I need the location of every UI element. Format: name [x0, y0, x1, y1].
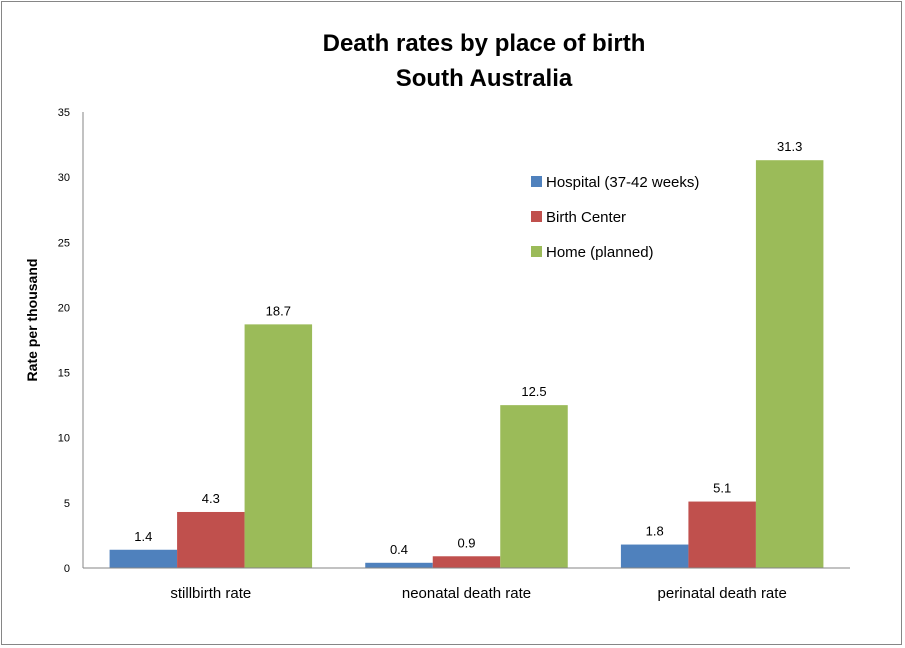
data-label: 1.8: [646, 524, 664, 539]
y-tick-label: 5: [64, 498, 70, 510]
legend-label: Home (planned): [546, 244, 654, 261]
bar: [432, 556, 501, 568]
bar: [365, 562, 433, 568]
y-tick-label: 15: [58, 368, 70, 380]
data-label: 5.1: [713, 481, 731, 496]
data-label: 1.4: [134, 529, 152, 544]
data-label: 12.5: [521, 384, 546, 399]
x-category-label: stillbirth rate: [170, 585, 251, 602]
x-category-label: perinatal death rate: [658, 585, 787, 602]
legend-swatch: [531, 176, 542, 187]
legend-label: Hospital (37-42 weeks): [546, 174, 699, 191]
y-tick-label: 20: [58, 302, 70, 314]
bar: [109, 549, 178, 568]
y-tick-label: 10: [58, 433, 70, 445]
data-label: 0.4: [390, 542, 408, 557]
legend-swatch: [531, 246, 542, 257]
bar: [688, 501, 756, 568]
data-label: 0.9: [457, 535, 475, 550]
y-axis-label: Rate per thousand: [24, 259, 40, 382]
bar: [500, 405, 568, 568]
x-category-label: neonatal death rate: [402, 585, 531, 602]
legend-swatch: [531, 211, 542, 222]
bar: [177, 511, 245, 568]
data-label: 31.3: [777, 139, 802, 154]
y-tick-label: 30: [58, 172, 70, 184]
chart-title-line-1: Death rates by place of birth: [323, 30, 646, 57]
bar: [620, 544, 689, 568]
bar: [244, 324, 313, 568]
data-label: 18.7: [266, 303, 291, 318]
y-tick-label: 0: [64, 563, 70, 575]
bar: [755, 160, 824, 568]
legend-label: Birth Center: [546, 209, 626, 226]
data-label: 4.3: [202, 491, 220, 506]
y-tick-label: 35: [58, 107, 70, 119]
chart-title-line-2: South Australia: [396, 65, 573, 92]
y-tick-label: 25: [58, 237, 70, 249]
